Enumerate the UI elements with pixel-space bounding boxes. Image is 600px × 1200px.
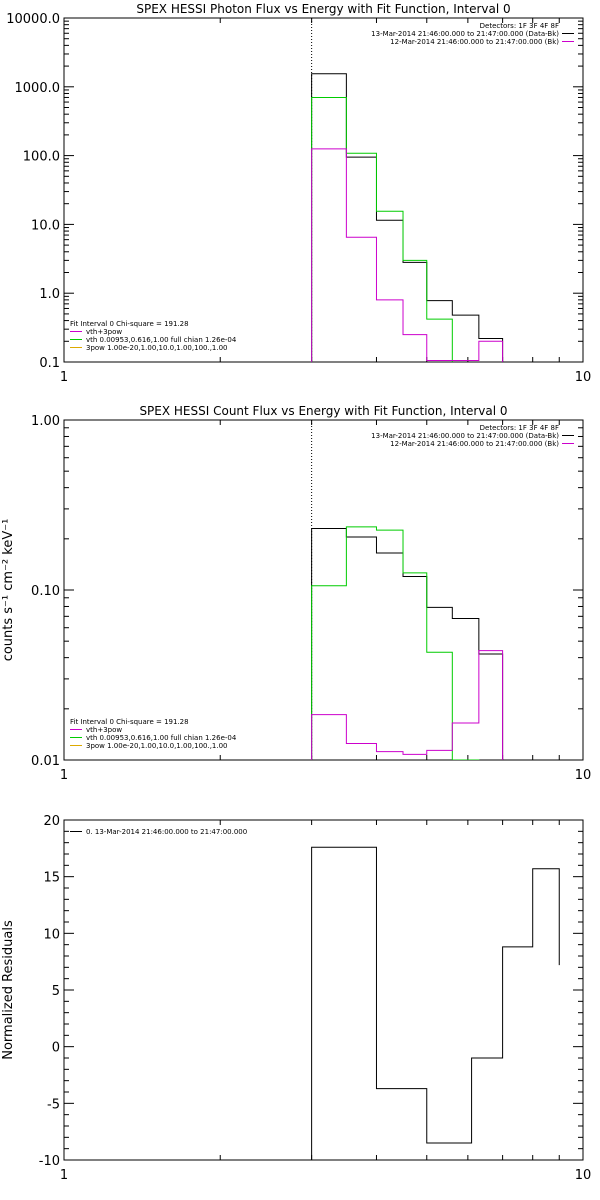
y-tick-label: 1000.0 <box>15 81 61 96</box>
panel-3: Normalized Residuals 1 10 -10 -5 0 5 10 15 20 0. 1… <box>1 814 591 1183</box>
series-2-step-line <box>311 96 504 362</box>
legend-entry-label: vth+3pow <box>86 726 122 734</box>
legend-entry-label: 13-Mar-2014 21:46:00.000 to 21:47:00.000… <box>371 432 559 440</box>
chart-title: SPEX HESSI Photon Flux vs Energy with Fi… <box>136 2 510 16</box>
x-tick-label: 1 <box>60 370 68 385</box>
legend-header: Fit Interval 0 Chi-square = 191.28 <box>70 718 189 726</box>
legend-bottom: Fit Interval 0 Chi-square = 191.28vth+3p… <box>70 320 237 352</box>
y-tick-label: 0.1 <box>39 356 60 371</box>
legend-entry-label: 3pow 1.00e-20,1.00,10.0,1.00,100.,1.00 <box>86 742 228 750</box>
series-1-step-line <box>311 528 504 760</box>
legend-entry-label: 3pow 1.00e-20,1.00,10.0,1.00,100.,1.00 <box>86 344 228 352</box>
x-tick-label: 1 <box>60 1168 68 1183</box>
y-tick-label: 0 <box>52 1041 60 1056</box>
y-tick-label: -5 <box>47 1097 60 1112</box>
plot-frame <box>63 17 584 363</box>
series-3-step-line <box>311 148 504 362</box>
y-axis-label: Normalized Residuals <box>1 920 16 1060</box>
x-tick-label: 10 <box>575 1168 592 1183</box>
y-tick-label: 20 <box>43 814 60 829</box>
y-tick-label: 1.0 <box>39 287 60 302</box>
x-tick-label: 10 <box>575 768 592 783</box>
legend-entry-label: 0. 13-Mar-2014 21:46:00.000 to 21:47:00.… <box>86 828 247 836</box>
plot-frame <box>63 419 584 761</box>
x-tick-label: 10 <box>575 370 592 385</box>
panel-1: SPEX HESSI Photon Flux vs Energy with Fi… <box>6 2 591 385</box>
legend-header: Detectors: 1F 3F 4F 8F <box>480 424 559 432</box>
legend-top: 0. 13-Mar-2014 21:46:00.000 to 21:47:00.… <box>70 828 247 836</box>
legend-entry-label: vth 0.00953,0.616,1.00 full chian 1.26e-… <box>86 336 237 344</box>
legend-entry-label: 12-Mar-2014 21:46:00.000 to 21:47:00.000… <box>390 38 559 46</box>
y-axis-label: counts s⁻¹ cm⁻² keV⁻¹ <box>1 519 16 662</box>
chart-title: SPEX HESSI Count Flux vs Energy with Fit… <box>139 404 507 418</box>
y-tick-label: 0.01 <box>31 754 60 769</box>
y-tick-label: 10 <box>43 927 60 942</box>
legend-header: Fit Interval 0 Chi-square = 191.28 <box>70 320 189 328</box>
legend-entry-label: vth+3pow <box>86 328 122 336</box>
y-tick-label: 5 <box>52 984 60 999</box>
legend-header: Detectors: 1F 3F 4F 8F <box>480 22 559 30</box>
series-1-step-line <box>311 846 560 1160</box>
y-tick-label: 0.10 <box>31 584 60 599</box>
legend-entry-label: vth 0.00953,0.616,1.00 full chian 1.26e-… <box>86 734 237 742</box>
x-tick-label: 1 <box>60 768 68 783</box>
panel-2: SPEX HESSI Count Flux vs Energy with Fit… <box>1 404 591 783</box>
series-2-step-line <box>311 526 504 760</box>
series-3-step-line <box>311 650 504 760</box>
series-1-step-line <box>311 73 504 362</box>
y-tick-label: 100.0 <box>23 150 60 165</box>
y-tick-label: 10000.0 <box>6 12 60 27</box>
legend-entry-label: 12-Mar-2014 21:46:00.000 to 21:47:00.000… <box>390 440 559 448</box>
plot-frame <box>63 819 584 1161</box>
y-tick-label: 15 <box>43 871 60 886</box>
y-tick-label: 10.0 <box>31 218 60 233</box>
legend-bottom: Fit Interval 0 Chi-square = 191.28vth+3p… <box>70 718 237 750</box>
y-tick-label: 1.00 <box>31 414 60 429</box>
legend-entry-label: 13-Mar-2014 21:46:00.000 to 21:47:00.000… <box>371 30 559 38</box>
y-tick-label: -10 <box>39 1154 60 1169</box>
